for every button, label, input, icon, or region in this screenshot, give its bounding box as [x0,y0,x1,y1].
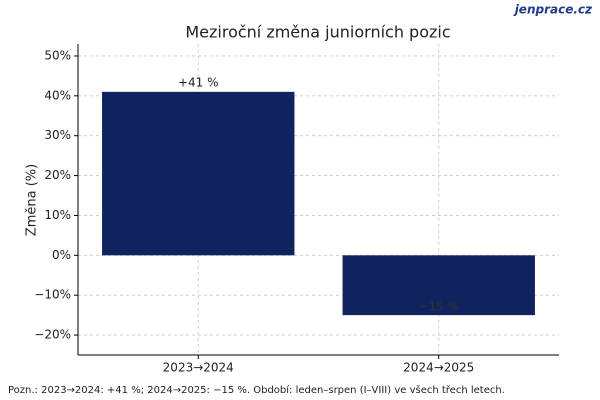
y-tick-label: 0% [52,248,71,262]
y-tick-label: 50% [44,48,71,62]
y-axis-label: Změna (%) [25,164,40,236]
bar [342,255,535,316]
bar [102,91,295,256]
value-label: −15 % [418,300,459,314]
y-tick-label: 10% [44,208,71,222]
y-tick-label: 40% [44,88,71,102]
chart-title: Meziroční změna juniorních pozic [185,23,450,42]
value-label: +41 % [178,75,219,89]
x-tick-label: 2023→2024 [163,361,234,375]
y-tick-label: 20% [44,168,71,182]
watermark: jenprace.cz [513,3,593,17]
x-tick-label: 2024→2025 [403,361,474,375]
y-tick-label: −10% [34,288,71,302]
footnote: Pozn.: 2023→2024: +41 %; 2024→2025: −15 … [8,384,505,396]
y-tick-label: 30% [44,128,71,142]
y-tick-label: −20% [34,328,71,342]
